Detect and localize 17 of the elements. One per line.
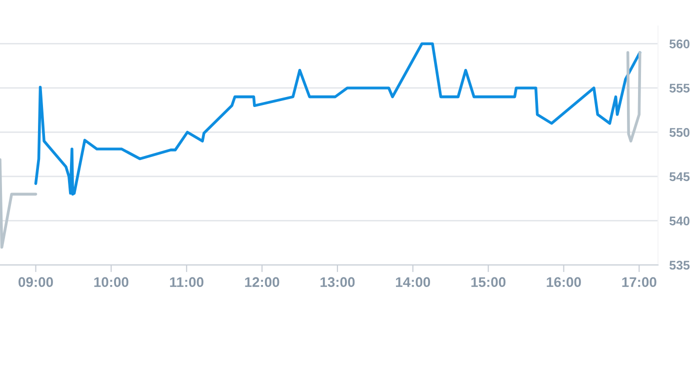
- x-tick-label: 17:00: [622, 277, 656, 288]
- y-tick-label: 535: [669, 260, 690, 270]
- y-tick-label: 550: [669, 128, 690, 137]
- y-tick-label: 555: [669, 84, 690, 93]
- x-tick-label: 13:00: [320, 277, 355, 288]
- x-tick-label: 11:00: [170, 277, 204, 288]
- y-tick-label: 540: [669, 216, 690, 226]
- x-tick-label: 10:00: [94, 277, 128, 288]
- x-tick-label: 16:00: [546, 277, 581, 288]
- y-tick-label: 560: [669, 40, 690, 48]
- line-series: [626, 51, 642, 142]
- x-tick-label: 15:00: [471, 277, 506, 288]
- y-tick-label: 545: [669, 172, 690, 182]
- x-tick-label: 09:00: [18, 277, 53, 288]
- line-series: [34, 42, 642, 196]
- x-tick-label: 14:00: [396, 277, 430, 288]
- x-tick-label: 12:00: [245, 277, 280, 288]
